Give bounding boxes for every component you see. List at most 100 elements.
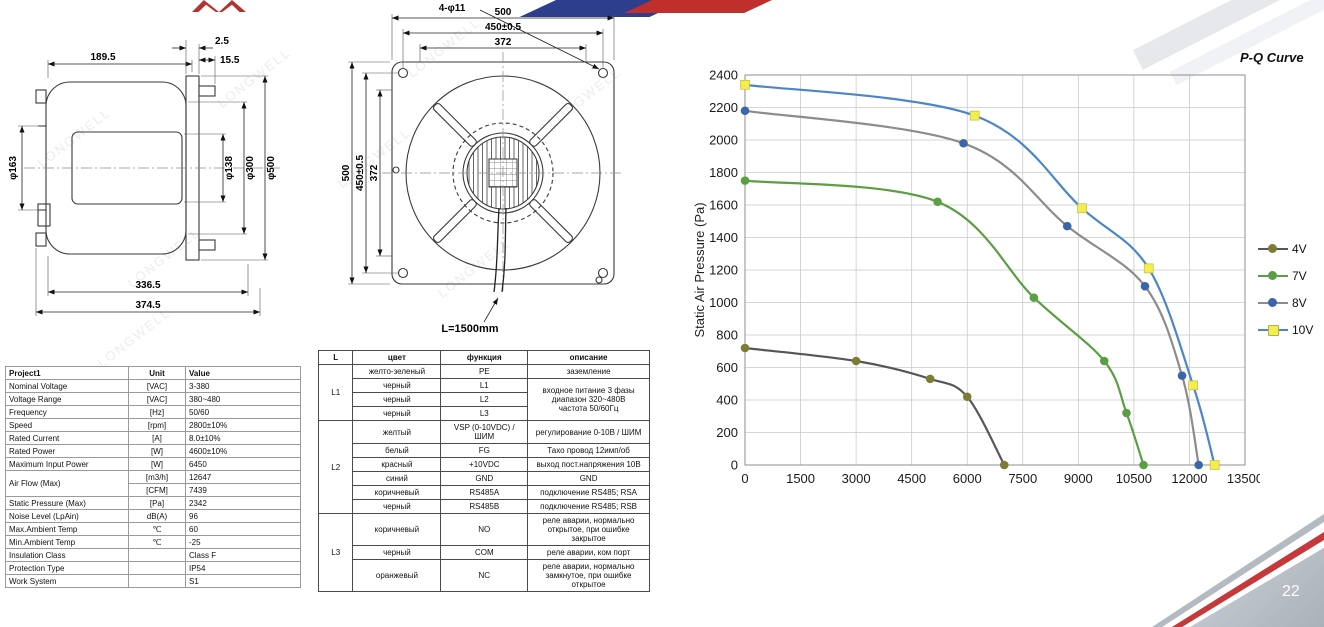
dim-bracket-offset: 15.5: [220, 55, 240, 66]
spec-header-unit: Unit: [128, 366, 186, 380]
wire-color: черный: [352, 499, 442, 514]
spec-parameter: Maximum Input Power: [5, 457, 129, 471]
wire-description: входное питание 3 фазы диапазон 320~480В…: [527, 378, 650, 421]
spec-parameter: Insulation Class: [5, 548, 129, 562]
spec-parameter: Nominal Voltage: [5, 379, 129, 393]
spec-row: Static Pressure (Max) [Pa] 2342: [5, 496, 301, 510]
y-tick-label: 1800: [709, 165, 738, 180]
spec-row: Work System S1: [5, 574, 301, 588]
dim-bolt-spacing: 450±0.5: [485, 22, 522, 33]
spec-unit: [W]: [128, 444, 186, 458]
spec-unit: [W]: [128, 457, 186, 471]
spec-parameter: Max.Ambient Temp: [5, 522, 129, 536]
legend-marker: [1268, 271, 1277, 280]
spec-value: 7439: [185, 483, 301, 497]
marker-4V: [925, 374, 935, 384]
wiring-row: коричневый RS485A подключение RS485; RSA: [319, 485, 650, 500]
dim-total-length: 374.5: [135, 300, 160, 311]
footer-corner-fill: [1190, 547, 1324, 627]
y-tick-label: 800: [716, 328, 738, 343]
legend-label: 8V: [1292, 295, 1307, 310]
red-ribbon-decoration: [192, 0, 246, 12]
wire-function: L1: [440, 378, 529, 393]
dim-inlet-diameter: φ163: [8, 156, 19, 180]
marker-7V: [1122, 408, 1131, 418]
spec-row: Noise Level (LpAin) dB(A) 96: [5, 509, 301, 523]
spec-value: 2800±10%: [185, 418, 301, 432]
legend-label: 4V: [1292, 241, 1307, 256]
wiring-row: синий GND GND: [319, 471, 650, 486]
side-view-dimensions: 189.5 2.5 15.5 φ163 φ138 φ300 φ5: [8, 36, 277, 316]
legend-item-10V: 10V: [1258, 322, 1314, 337]
spec-row: Min.Ambient Temp ℃ -25: [5, 535, 301, 549]
series-line-8V: [744, 109, 1200, 466]
wire-color: коричневый: [352, 513, 442, 546]
marker-7V: [1029, 293, 1039, 302]
chart-grid: 0 1500 3000 4500 6000 7500 9000 10500 12000 13500…: [709, 68, 1260, 487]
wire-color: желтый: [352, 420, 442, 444]
series-4V: [740, 343, 1009, 470]
wiring-group-label: L2: [317, 420, 354, 514]
spec-row: Insulation Class Class F: [5, 548, 301, 562]
marker-4V: [962, 392, 972, 402]
power-cable: [501, 207, 507, 293]
spec-header-row: Project1 Unit Value: [5, 366, 301, 380]
wire-function: RS485B: [440, 499, 529, 514]
spec-row: Frequency [Hz] 50/60: [5, 405, 301, 419]
wiring-row: оранжевый NC реле аварии, нормально замкну…: [319, 559, 650, 592]
spec-value: 96: [185, 509, 301, 523]
wiring-row: L3 коричневый NO реле аварии, нормально отк…: [317, 513, 650, 592]
spec-row: Rated Current [A] 8.0±10%: [5, 431, 301, 445]
marker-4V: [740, 343, 750, 353]
y-tick-label: 1000: [709, 295, 738, 310]
spec-parameter: Min.Ambient Temp: [5, 535, 129, 549]
marker-8V: [1177, 371, 1187, 380]
x-tick-label: 1500: [786, 471, 815, 486]
wire-color: оранжевый: [352, 559, 442, 592]
x-tick-label: 13500: [1227, 471, 1260, 486]
x-tick-label: 12000: [1171, 471, 1207, 486]
page-number: 22: [1282, 583, 1300, 600]
y-tick-label: 2400: [709, 68, 738, 83]
wire-color: красный: [352, 457, 442, 472]
wire-description: регулирование 0-10В / ШИМ: [527, 420, 650, 444]
marker-10V: [1188, 380, 1198, 391]
spec-value: IP54: [185, 561, 301, 575]
spec-row: Nominal Voltage [VAC] 3-380: [5, 379, 301, 393]
wire-function: VSP (0-10VDC) / ШИМ: [440, 420, 529, 444]
marker-10V: [1077, 203, 1087, 214]
front-view-drawing: 4-φ11 500 450±0.5 372 500 450±0.5: [341, 3, 624, 335]
spec-unit: [VAC]: [128, 379, 186, 393]
spec-unit: [128, 574, 186, 588]
legend-label: 7V: [1292, 268, 1307, 283]
spec-value: Class F: [185, 548, 301, 562]
spec-row: Rated Power [W] 4600±10%: [5, 444, 301, 458]
legend-item-4V: 4V: [1258, 241, 1313, 256]
series-line-10V: [744, 83, 1216, 466]
wire-color: белый: [352, 443, 442, 458]
spec-value: 8.0±10%: [185, 431, 301, 445]
spec-unit: [128, 561, 186, 575]
y-tick-label: 1600: [709, 198, 738, 213]
spec-unit: [rpm]: [128, 418, 186, 432]
spec-row: Maximum Input Power [W] 6450: [5, 457, 301, 471]
marker-10V: [740, 79, 750, 90]
chart-title: P-Q Curve: [1240, 50, 1304, 65]
spec-parameter: Frequency: [5, 405, 129, 419]
spec-unit: ℃: [128, 522, 186, 536]
wiring-header-description: описание: [527, 350, 650, 365]
spec-value: 50/60: [185, 405, 301, 419]
front-view-dimensions: 4-φ11 500 450±0.5 372 500 450±0.5: [341, 3, 615, 335]
wire-description: подключение RS485; RSA: [527, 485, 650, 500]
wiring-group-label: L3: [317, 513, 354, 592]
series-line-7V: [744, 179, 1145, 466]
dim-body-length: 336.5: [135, 280, 160, 291]
wire-color: черный: [352, 545, 442, 560]
dim-inner-spacing: 372: [495, 37, 512, 48]
legend-line: [1258, 298, 1288, 307]
legend-line: [1258, 244, 1288, 253]
legend-label: 10V: [1292, 322, 1314, 337]
side-view-drawing: 189.5 2.5 15.5 φ163 φ138 φ300 φ5: [8, 36, 280, 316]
chart-legend: 4V 7V 8V 10V: [1258, 242, 1313, 350]
